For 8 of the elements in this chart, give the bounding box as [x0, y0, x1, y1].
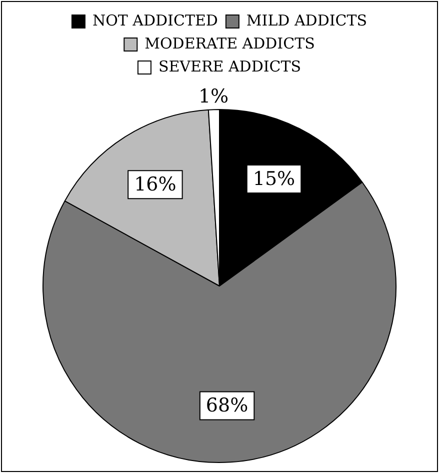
data-label: 15%: [252, 168, 296, 190]
data-label: 1%: [198, 86, 229, 108]
data-label: 68%: [206, 394, 248, 417]
legend-label: MILD ADDICTS: [246, 11, 368, 30]
data-label: 16%: [134, 174, 176, 196]
legend-label: NOT ADDICTED: [92, 11, 218, 30]
legend-label: MODERATE ADDICTS: [144, 34, 315, 52]
legend-label: SEVERE ADDICTS: [158, 57, 302, 76]
